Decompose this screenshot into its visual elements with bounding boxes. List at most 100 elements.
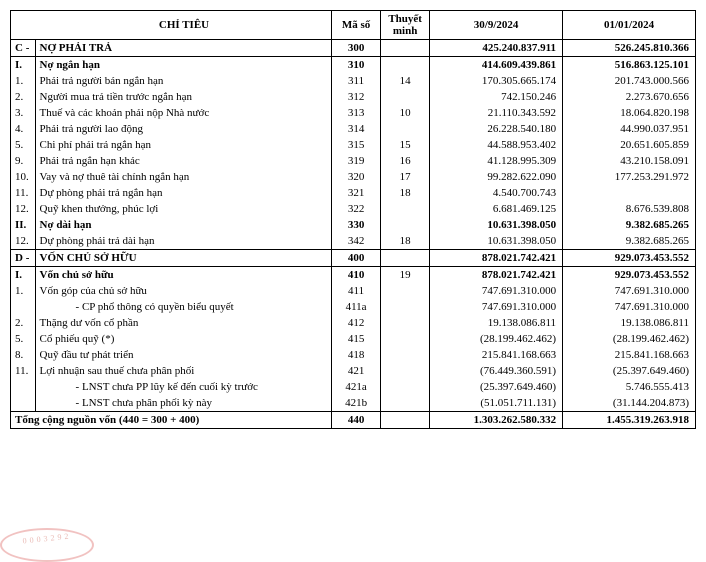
- row-maso: 315: [332, 137, 381, 153]
- row-label: Dự phòng phải trả ngắn hạn: [35, 185, 332, 201]
- row-thuyetminh: [381, 283, 430, 299]
- row-maso: 320: [332, 169, 381, 185]
- row-value-1: (25.397.649.460): [430, 379, 563, 395]
- row-value-1: 414.609.439.861: [430, 57, 563, 74]
- total-label: Tổng cộng nguồn vốn (440 = 300 + 400): [11, 412, 332, 429]
- row-value-2: 177.253.291.972: [563, 169, 696, 185]
- row-thuyetminh: 15: [381, 137, 430, 153]
- row-value-1: 425.240.837.911: [430, 40, 563, 57]
- balance-sheet-table: CHỈ TIÊU Mã số Thuyết minh 30/9/2024 01/…: [10, 10, 696, 429]
- row-value-1: 4.540.700.743: [430, 185, 563, 201]
- row-label: Phải trả người bán ngắn hạn: [35, 73, 332, 89]
- table-row: I.Nợ ngắn hạn310414.609.439.861516.863.1…: [11, 57, 696, 74]
- row-label: Cổ phiếu quỹ (*): [35, 331, 332, 347]
- row-index: [11, 299, 36, 315]
- header-date2: 01/01/2024: [563, 11, 696, 40]
- row-label: - LNST chưa phân phối kỳ này: [35, 395, 332, 412]
- row-value-1: 742.150.246: [430, 89, 563, 105]
- row-thuyetminh: [381, 57, 430, 74]
- row-index: C -: [11, 40, 36, 57]
- row-maso: 330: [332, 217, 381, 233]
- row-value-1: 99.282.622.090: [430, 169, 563, 185]
- row-thuyetminh: 17: [381, 169, 430, 185]
- row-label: Dự phòng phải trả dài hạn: [35, 233, 332, 250]
- table-header-row: CHỈ TIÊU Mã số Thuyết minh 30/9/2024 01/…: [11, 11, 696, 40]
- row-value-2: 9.382.685.265: [563, 217, 696, 233]
- row-value-2: 747.691.310.000: [563, 283, 696, 299]
- row-label: NỢ PHẢI TRẢ: [35, 40, 332, 57]
- row-label: VỐN CHỦ SỞ HỮU: [35, 250, 332, 267]
- row-label: - CP phổ thông có quyền biểu quyết: [35, 299, 332, 315]
- row-label: Chi phí phải trả ngắn hạn: [35, 137, 332, 153]
- row-maso: 313: [332, 105, 381, 121]
- row-value-1: 747.691.310.000: [430, 299, 563, 315]
- row-index: 2.: [11, 315, 36, 331]
- row-maso: 319: [332, 153, 381, 169]
- row-label: Thuế và các khoản phải nộp Nhà nước: [35, 105, 332, 121]
- total-value-2: 1.455.319.263.918: [563, 412, 696, 429]
- row-maso: 342: [332, 233, 381, 250]
- row-index: [11, 379, 36, 395]
- table-row: 9.Phải trả ngắn hạn khác3191641.128.995.…: [11, 153, 696, 169]
- header-thuyetminh: Thuyết minh: [381, 11, 430, 40]
- table-row: I.Vốn chủ sở hữu41019878.021.742.421929.…: [11, 267, 696, 284]
- row-value-1: 878.021.742.421: [430, 267, 563, 284]
- row-thuyetminh: [381, 347, 430, 363]
- row-thuyetminh: [381, 331, 430, 347]
- row-index: 4.: [11, 121, 36, 137]
- row-value-1: 10.631.398.050: [430, 217, 563, 233]
- table-row: - LNST chưa phân phối kỳ này421b(51.051.…: [11, 395, 696, 412]
- table-row: 11.Lợi nhuận sau thuế chưa phân phối421(…: [11, 363, 696, 379]
- table-row: D -VỐN CHỦ SỞ HỮU400878.021.742.421929.0…: [11, 250, 696, 267]
- row-value-2: 8.676.539.808: [563, 201, 696, 217]
- row-index: 5.: [11, 331, 36, 347]
- row-value-2: 20.651.605.859: [563, 137, 696, 153]
- row-value-2: [563, 185, 696, 201]
- stamp-text: 0003292: [2, 529, 92, 547]
- table-row: 1.Phải trả người bán ngắn hạn31114170.30…: [11, 73, 696, 89]
- row-maso: 321: [332, 185, 381, 201]
- row-index: D -: [11, 250, 36, 267]
- row-maso: 411a: [332, 299, 381, 315]
- table-row: 12.Dự phòng phải trả dài hạn3421810.631.…: [11, 233, 696, 250]
- table-row: C -NỢ PHẢI TRẢ300425.240.837.911526.245.…: [11, 40, 696, 57]
- row-index: 1.: [11, 283, 36, 299]
- row-value-2: 929.073.453.552: [563, 250, 696, 267]
- row-thuyetminh: [381, 89, 430, 105]
- row-value-2: 18.064.820.198: [563, 105, 696, 121]
- row-thuyetminh: [381, 40, 430, 57]
- row-maso: 411: [332, 283, 381, 299]
- row-index: 5.: [11, 137, 36, 153]
- row-value-1: 26.228.540.180: [430, 121, 563, 137]
- row-index: [11, 395, 36, 412]
- row-maso: 314: [332, 121, 381, 137]
- table-row: - CP phổ thông có quyền biểu quyết411a 74…: [11, 299, 696, 315]
- row-maso: 322: [332, 201, 381, 217]
- row-maso: 410: [332, 267, 381, 284]
- row-thuyetminh: 16: [381, 153, 430, 169]
- table-row: 1.Vốn góp của chủ sở hữu411747.691.310.0…: [11, 283, 696, 299]
- table-row: II.Nợ dài hạn33010.631.398.0509.382.685.…: [11, 217, 696, 233]
- row-maso: 412: [332, 315, 381, 331]
- row-value-1: (76.449.360.591): [430, 363, 563, 379]
- row-label: Vay và nợ thuê tài chính ngắn hạn: [35, 169, 332, 185]
- row-index: I.: [11, 57, 36, 74]
- row-value-2: (31.144.204.873): [563, 395, 696, 412]
- row-value-2: 516.863.125.101: [563, 57, 696, 74]
- table-row: 4.Phải trả người lao động31426.228.540.1…: [11, 121, 696, 137]
- row-value-2: (25.397.649.460): [563, 363, 696, 379]
- row-maso: 421: [332, 363, 381, 379]
- row-index: 3.: [11, 105, 36, 121]
- table-total-row: Tổng cộng nguồn vốn (440 = 300 + 400)440…: [11, 412, 696, 429]
- row-label: Quỹ đầu tư phát triển: [35, 347, 332, 363]
- row-thuyetminh: [381, 363, 430, 379]
- total-maso: 440: [332, 412, 381, 429]
- row-maso: 418: [332, 347, 381, 363]
- row-index: I.: [11, 267, 36, 284]
- row-value-2: 2.273.670.656: [563, 89, 696, 105]
- row-index: 11.: [11, 185, 36, 201]
- row-value-2: (28.199.462.462): [563, 331, 696, 347]
- table-row: 10.Vay và nợ thuê tài chính ngắn hạn3201…: [11, 169, 696, 185]
- row-value-2: 5.746.555.413: [563, 379, 696, 395]
- row-thuyetminh: [381, 121, 430, 137]
